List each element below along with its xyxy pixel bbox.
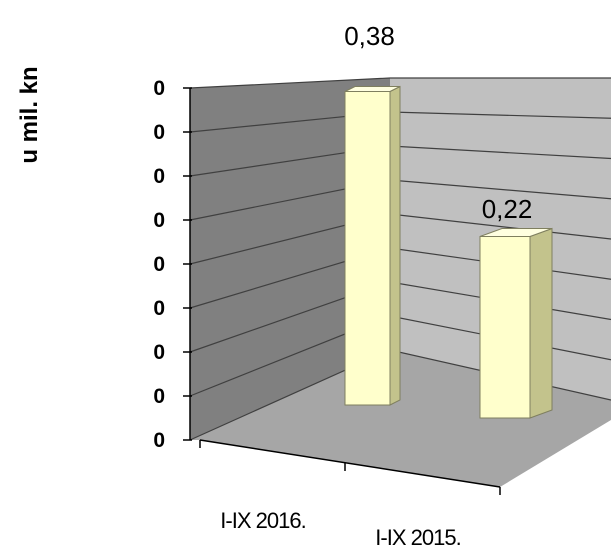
y-tick-label: 0: [153, 209, 165, 232]
data-label: 0,38: [344, 21, 395, 51]
gridline: [189, 77, 611, 89]
x-tick-label: I-IX 2015.: [375, 525, 460, 547]
bar: [344, 91, 391, 406]
x-tick-label: I-IX 2016.: [220, 508, 305, 533]
x-axis-line: [199, 439, 501, 488]
y-tick-label: 0: [153, 385, 165, 408]
y-tick-label: 0: [153, 121, 165, 144]
bar-top: [344, 86, 401, 92]
bar: [479, 236, 531, 419]
data-label: 0,22: [482, 194, 533, 224]
bar-side: [389, 85, 401, 406]
y-tick-label: 0: [153, 341, 165, 364]
bar-side: [529, 227, 553, 419]
y-tick-label: 0: [153, 429, 165, 452]
y-tick-label: 0: [153, 165, 165, 188]
y-tick-label: 0: [153, 297, 165, 320]
y-tick-label: 0: [153, 253, 165, 276]
y-tick-label: 0: [153, 77, 165, 100]
